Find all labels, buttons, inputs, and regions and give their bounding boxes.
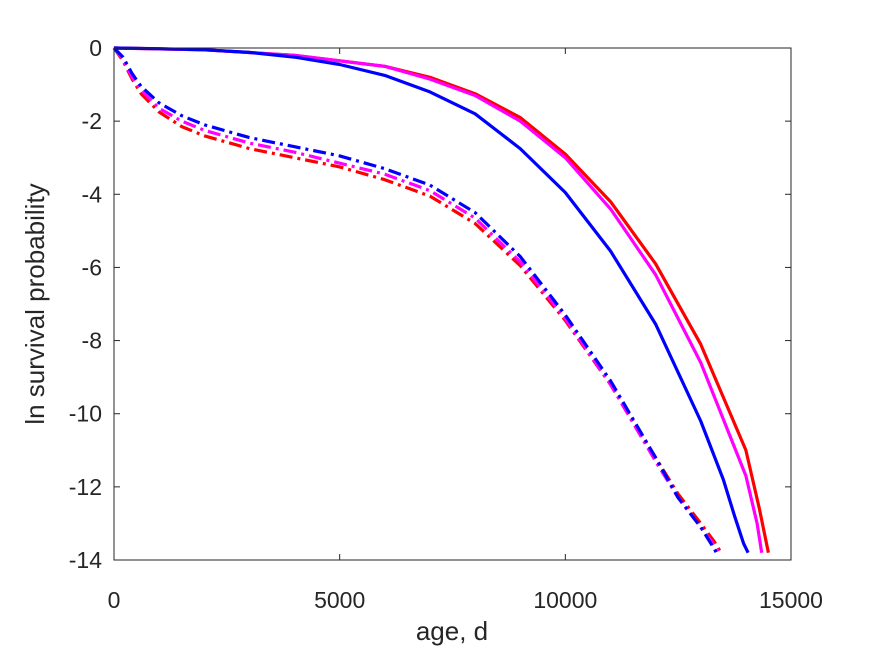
ticks-layer: 0 5000 10000 15000 0 -2 -4 -6 -8 -10 -12 -14 bbox=[69, 35, 823, 613]
y-tick-label: -12 bbox=[69, 474, 102, 500]
series-layer bbox=[112, 46, 770, 554]
series-line-2 bbox=[113, 46, 764, 553]
y-tick-label: -14 bbox=[69, 547, 102, 573]
series-line-3 bbox=[113, 46, 750, 554]
series-line-4 bbox=[112, 47, 723, 554]
y-tick-label: 0 bbox=[89, 35, 102, 61]
x-tick-label: 10000 bbox=[533, 587, 597, 613]
x-axis-title: age, d bbox=[416, 616, 488, 646]
axes-box bbox=[113, 47, 792, 561]
x-tick-label: 15000 bbox=[759, 587, 823, 613]
y-tick-label: -10 bbox=[69, 401, 102, 427]
y-tick-label: -6 bbox=[82, 254, 102, 280]
plot-area bbox=[114, 48, 791, 560]
series-line-6 bbox=[112, 46, 718, 554]
y-tick-label: -2 bbox=[82, 108, 102, 134]
y-axis-title: ln survival probability bbox=[20, 183, 50, 424]
y-tick-label: -8 bbox=[82, 328, 102, 354]
x-tick-label: 0 bbox=[108, 587, 121, 613]
x-tick-label: 5000 bbox=[314, 587, 365, 613]
series-line-5 bbox=[112, 46, 721, 554]
y-tick-label: -4 bbox=[82, 181, 103, 207]
